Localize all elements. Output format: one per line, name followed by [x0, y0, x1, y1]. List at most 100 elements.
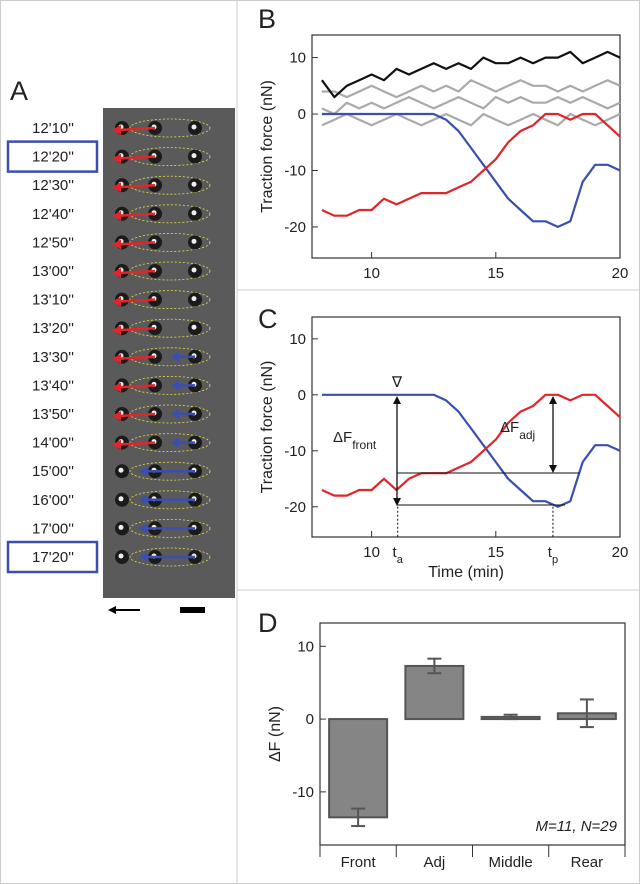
cell-outline — [129, 404, 211, 424]
arrow-head — [549, 396, 557, 404]
cell-outline — [129, 118, 211, 138]
cell-outline — [129, 232, 211, 252]
series-line — [321, 112, 621, 127]
arrow-head — [171, 351, 179, 362]
y-tick-label: -20 — [284, 499, 306, 516]
time-label: 13'20'' — [32, 320, 74, 337]
y-tick-label: -10 — [284, 162, 306, 179]
time-label: 17'00'' — [32, 520, 74, 537]
annotation: ΔFfront — [333, 429, 377, 452]
x-tick-label: 15 — [487, 544, 504, 561]
arrow-head — [112, 411, 121, 421]
panel-label: A — [10, 76, 28, 106]
time-label: 13'50'' — [32, 406, 74, 423]
cell-outline — [129, 347, 211, 367]
marker-label-sub: p — [552, 554, 558, 566]
series-line — [321, 112, 621, 228]
arrow-head — [139, 494, 147, 505]
arrow-head — [549, 465, 557, 473]
arrow-head — [139, 466, 147, 477]
x-tick-label: Adj — [424, 854, 446, 871]
cell-outline — [129, 547, 211, 567]
panel-label: B — [258, 4, 276, 34]
time-label: 16'00'' — [32, 492, 74, 509]
cell-outline — [129, 433, 211, 453]
marker-label: tp — [548, 544, 558, 566]
series-line — [321, 112, 621, 217]
series-line — [321, 393, 621, 508]
plot-frame — [311, 34, 621, 259]
bead-glint — [191, 267, 197, 273]
arrow-head — [112, 125, 121, 135]
x-tick-label: Front — [341, 854, 377, 871]
arrow-head — [112, 325, 121, 336]
force-arrow — [117, 212, 156, 218]
arrow-head — [112, 439, 121, 450]
cell-outline — [129, 175, 211, 195]
series-line — [321, 79, 621, 99]
plot-frame — [311, 316, 621, 538]
arrow-head — [171, 409, 179, 419]
force-arrow — [117, 269, 156, 275]
bead-glint — [191, 210, 197, 216]
marker-label-main: t — [393, 544, 398, 561]
cell-outline — [129, 147, 211, 167]
cell-outline — [129, 375, 211, 395]
bead-glint — [118, 467, 124, 473]
y-tick-label: 10 — [289, 50, 306, 67]
time-label: 13'30'' — [32, 349, 74, 366]
time-label: 17'20'' — [32, 549, 74, 566]
y-axis-label: ΔF (nN) — [267, 706, 284, 762]
force-arrow — [117, 326, 156, 332]
time-label: 12'50'' — [32, 234, 74, 251]
arrow-head — [112, 353, 121, 364]
marker-label: ta — [393, 544, 404, 566]
force-arrow — [117, 441, 156, 446]
y-tick-label: -10 — [292, 784, 314, 801]
annotation-sub: front — [352, 438, 377, 452]
y-tick-label: 0 — [298, 387, 306, 404]
arrow-head — [393, 396, 401, 404]
y-tick-label: 0 — [298, 106, 306, 123]
bead-glint — [191, 153, 197, 159]
highlight-box — [6, 540, 99, 574]
x-tick-label: 20 — [612, 544, 629, 561]
series-line — [321, 393, 621, 497]
time-label: 12'20'' — [32, 149, 74, 166]
time-label: 13'10'' — [32, 292, 74, 309]
bead-glint — [118, 553, 124, 559]
scale-bar — [180, 607, 205, 613]
x-tick-label: 10 — [363, 265, 380, 282]
bead-glint — [191, 238, 197, 244]
y-axis-label: Traction force (nN) — [259, 80, 276, 213]
arrow-head — [112, 382, 121, 393]
time-label: 13'00'' — [32, 263, 74, 280]
bead-glint — [191, 324, 197, 330]
force-arrow — [117, 298, 156, 303]
arrow-head — [108, 606, 116, 614]
x-tick-label: 10 — [363, 544, 380, 561]
x-tick-label: 15 — [487, 265, 504, 282]
cell-outline — [129, 490, 211, 510]
time-label: 12'30'' — [32, 177, 74, 194]
arrow-head — [139, 552, 147, 562]
arrow-head — [112, 268, 121, 278]
bead-glint — [191, 181, 197, 187]
y-tick-label: -10 — [284, 443, 306, 460]
annotation-sub: adj — [519, 428, 535, 442]
force-arrow — [117, 241, 156, 246]
annotation: M=11, N=29 — [536, 818, 618, 835]
series-line — [321, 95, 621, 116]
arrow-head — [171, 380, 179, 391]
cell-outline — [129, 461, 211, 481]
time-label: 13'40'' — [32, 377, 74, 394]
y-tick-label: 0 — [306, 711, 314, 728]
annotation: ∇ — [391, 374, 403, 391]
marker-label-main: t — [548, 544, 553, 561]
arrow-head — [139, 523, 147, 534]
x-tick-label: 20 — [612, 265, 629, 282]
arrow-head — [112, 296, 121, 307]
arrow-head — [393, 498, 401, 506]
bead-glint — [118, 496, 124, 502]
